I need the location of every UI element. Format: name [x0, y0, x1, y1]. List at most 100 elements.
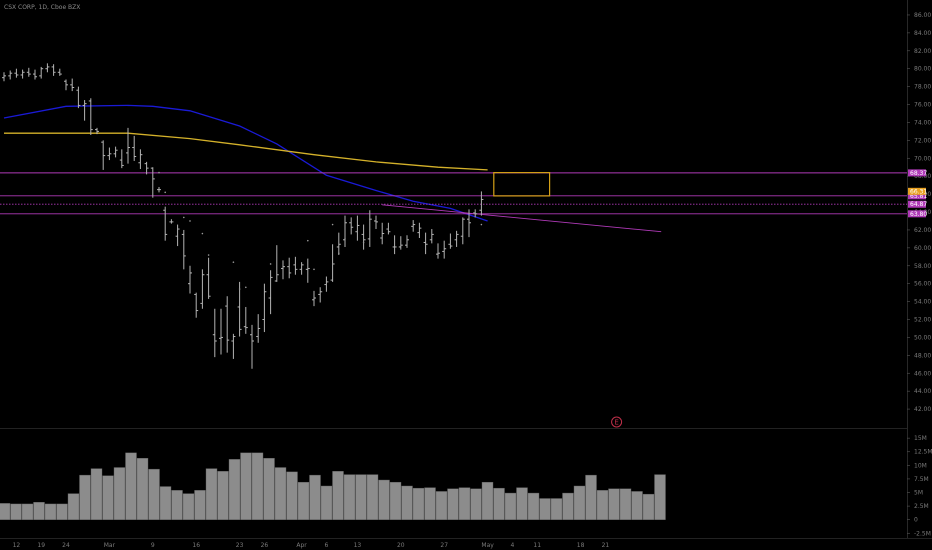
ohlc-bar	[194, 292, 199, 318]
volume-bar	[366, 474, 379, 520]
ohlc-bar	[473, 209, 478, 218]
ohlc-bar	[45, 63, 50, 73]
price-tick-label: 52.00	[914, 317, 931, 324]
volume-bar	[470, 488, 482, 520]
volume-bar	[251, 452, 264, 520]
volume-bar	[642, 493, 655, 520]
ohlc-bar	[268, 270, 273, 315]
volume-bar	[113, 467, 126, 520]
ohlc-bar	[423, 232, 428, 255]
ohlc-bar	[299, 262, 304, 275]
ohlc-bar	[113, 146, 118, 158]
price-tick-label: 74.00	[914, 119, 931, 126]
price-dot	[362, 241, 365, 244]
time-axis: 12 19 24 Mar 9 16 23 26 Apr 6 13 20 27 May 4 11 18 21	[13, 542, 610, 549]
earnings-marker	[611, 416, 623, 428]
price-dot	[307, 239, 309, 242]
price-tag-label: 64.87	[910, 201, 927, 208]
price-tick-label: 44.00	[914, 388, 931, 395]
price-tag-label: 65.81	[910, 193, 927, 200]
volume-bar	[355, 474, 367, 520]
ohlc-bar	[163, 206, 168, 241]
date-tick-label: 6	[324, 542, 328, 549]
volume-bar	[562, 492, 574, 520]
price-tick-label: 80.00	[914, 66, 931, 73]
ohlc-bar	[95, 127, 99, 135]
volume-bar	[33, 502, 45, 520]
date-tick-label: 20	[397, 542, 405, 549]
ohlc-bar	[14, 68, 19, 78]
ohlc-bar	[188, 265, 192, 294]
ohlc-bar	[343, 215, 347, 247]
volume-bar	[424, 487, 436, 520]
ohlc-bar	[467, 209, 471, 238]
ohlc-bar	[479, 191, 484, 216]
price-tick-label: 76.00	[914, 102, 931, 109]
price-tick-label: 72.00	[914, 137, 931, 144]
volume-bar	[389, 481, 402, 520]
ohlc-bar	[64, 79, 68, 91]
ohlc-bar	[256, 314, 261, 343]
volume-bar	[240, 452, 252, 520]
price-tick-label: 42.00	[914, 406, 931, 413]
price-dot	[245, 286, 247, 289]
date-tick-label: 16	[192, 542, 200, 549]
volume-bar	[527, 492, 540, 520]
volume-bar	[596, 490, 609, 520]
ohlc-bar	[206, 257, 211, 299]
date-tick-label: 19	[37, 542, 45, 549]
volume-bar	[401, 485, 413, 520]
price-tick-label: 62.00	[914, 227, 931, 234]
ohlc-bar	[181, 229, 186, 270]
ohlc-bar	[243, 306, 248, 334]
ohlc-bar	[231, 333, 236, 359]
date-tick-label: May	[481, 542, 494, 549]
volume-tick-label: -2.5M	[914, 530, 931, 537]
volume-bar	[79, 474, 91, 520]
ohlc-bar	[175, 224, 180, 247]
ohlc-bar	[144, 161, 149, 175]
ohlc-bar	[367, 210, 372, 247]
price-dot	[207, 254, 210, 256]
price-tag	[908, 200, 926, 208]
date-tick-label: 12	[13, 542, 21, 549]
date-tick-label: 26	[261, 542, 269, 549]
ohlc-bar	[88, 98, 93, 135]
date-tick-label: 18	[577, 542, 585, 549]
price-tick-label: 68.00	[914, 173, 931, 180]
ohlc-bar	[281, 260, 285, 280]
volume-bar	[573, 485, 586, 520]
volume-bar	[44, 503, 57, 520]
ohlc-bar	[324, 276, 329, 292]
volume-bar	[217, 471, 229, 520]
ohlc-bar	[51, 64, 56, 76]
ohlc-bar	[101, 140, 106, 170]
price-dot	[344, 238, 346, 240]
ohlc-bar	[119, 149, 124, 169]
volume-bar	[320, 485, 333, 520]
ohlc-bar	[219, 308, 223, 355]
ohlc-bar	[169, 219, 174, 224]
ohlc-bar	[454, 230, 459, 247]
volume-bar	[274, 467, 287, 520]
ohlc-bar	[107, 147, 112, 161]
volume-bar	[0, 503, 11, 520]
price-dot	[369, 218, 371, 220]
ohlc-bar	[262, 283, 267, 333]
ohlc-bar	[138, 149, 143, 170]
ohlc-bar	[380, 222, 385, 245]
volume-bar	[228, 459, 241, 520]
price-dot	[269, 263, 272, 265]
ohlc-bar	[374, 215, 378, 230]
volume-bars	[0, 452, 666, 520]
ohlc-bar	[76, 86, 81, 109]
volume-bar	[21, 503, 34, 520]
date-tick-label: 11	[533, 542, 541, 549]
ohlc-bar	[398, 236, 403, 250]
date-tick-label: Apr	[296, 542, 307, 549]
volume-bar	[631, 491, 643, 520]
price-bars: E	[2, 63, 623, 428]
volume-tick-label: 2.5M	[914, 503, 929, 510]
volume-tick-label: 15M	[914, 435, 927, 442]
